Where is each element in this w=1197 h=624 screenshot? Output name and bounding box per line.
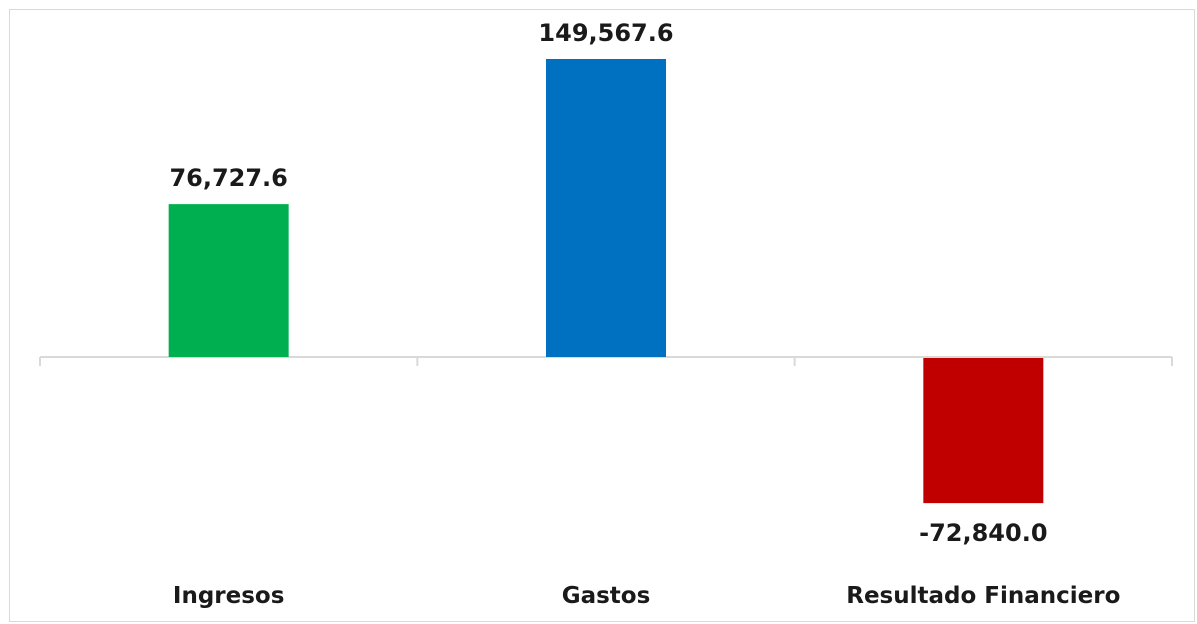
bar-gastos [546,59,666,357]
chart-frame [9,9,1195,622]
category-label: Gastos [562,583,651,609]
category-label: Resultado Financiero [846,583,1120,609]
data-label: 76,727.6 [169,164,287,192]
data-label: -72,840.0 [919,519,1047,547]
bar-ingresos [168,204,289,357]
bar-resultado-financiero [923,358,1044,504]
category-label: Ingresos [173,583,285,609]
data-label: 149,567.6 [538,19,673,47]
